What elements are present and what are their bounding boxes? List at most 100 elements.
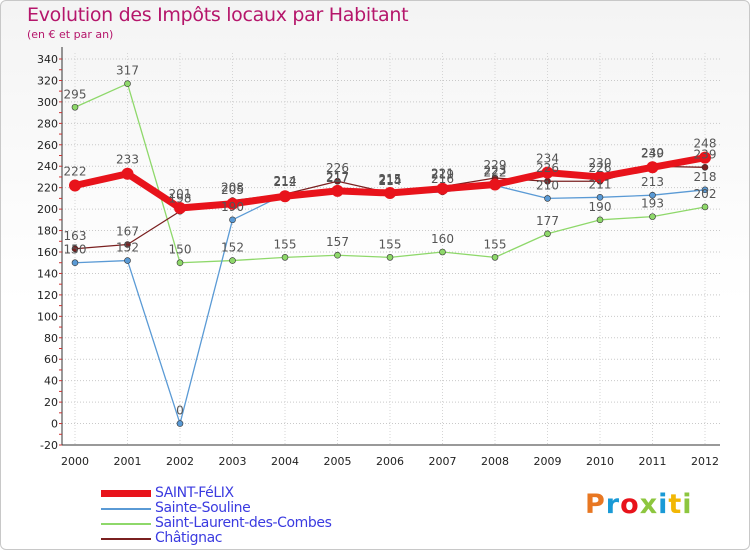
data-label: 205 <box>221 183 244 197</box>
data-point <box>649 213 656 220</box>
y-tick-label: 300 <box>37 96 58 109</box>
y-tick-label: 100 <box>37 310 58 323</box>
data-point <box>596 194 604 201</box>
data-label: 222 <box>64 165 87 179</box>
legend-item-saint-laurent: Saint-Laurent-des-Combes <box>101 515 461 531</box>
logo-letter: t <box>668 489 683 520</box>
x-tick-label: 2004 <box>271 455 299 468</box>
y-tick-label: 340 <box>37 53 58 66</box>
data-point <box>124 241 131 248</box>
data-label: 0 <box>176 404 184 418</box>
data-point <box>436 182 449 195</box>
legend-item-sainte-souline: Sainte-Souline <box>101 500 461 516</box>
data-point <box>124 80 131 87</box>
x-tick-label: 2002 <box>166 455 194 468</box>
y-tick-label: 140 <box>37 267 58 280</box>
data-label: 190 <box>589 200 612 214</box>
data-point <box>174 202 186 215</box>
data-label: 229 <box>484 158 507 172</box>
data-point <box>71 103 79 111</box>
data-label: 160 <box>431 232 454 246</box>
data-label: 214 <box>379 174 402 188</box>
y-tick-label: 120 <box>37 289 58 302</box>
data-label: 208 <box>221 181 244 195</box>
chart-subtitle: (en € et par an) <box>27 28 114 41</box>
data-label: 218 <box>694 170 717 184</box>
chart-title: Evolution des Impôts locaux par Habitant <box>27 4 409 26</box>
data-label: 226 <box>326 161 349 175</box>
x-tick-label: 2003 <box>219 455 247 468</box>
data-point <box>124 257 131 264</box>
data-point <box>384 187 396 200</box>
data-label: 216 <box>431 172 454 186</box>
data-point <box>69 179 81 192</box>
data-point <box>334 177 341 185</box>
x-tick-label: 2012 <box>691 455 719 468</box>
data-point <box>544 195 551 202</box>
y-tick-label: 200 <box>37 203 58 216</box>
logo-letter: x <box>639 489 659 520</box>
logo-letter: r <box>605 489 621 520</box>
data-point <box>334 251 341 259</box>
data-label: 212 <box>274 175 297 189</box>
legend-label: Saint-Laurent-des-Combes <box>155 515 332 531</box>
legend-label: Châtignac <box>155 530 223 546</box>
data-point <box>71 245 79 253</box>
y-tick-label: 60 <box>44 353 58 366</box>
data-point <box>229 257 236 264</box>
data-point <box>491 254 499 261</box>
data-point <box>71 259 79 267</box>
data-label: 215 <box>379 173 402 187</box>
data-label: 226 <box>589 161 612 175</box>
y-tick-label: 240 <box>37 160 58 173</box>
legend-label: SAINT-FéLIX <box>155 485 234 501</box>
data-label: 226 <box>536 161 559 175</box>
data-label: 215 <box>379 172 402 186</box>
data-point <box>226 197 239 210</box>
legend-swatch <box>101 538 151 540</box>
logo-letter: i <box>658 489 669 520</box>
data-label: 201 <box>169 187 192 201</box>
data-label: 219 <box>431 168 454 182</box>
data-label: 155 <box>274 237 297 251</box>
y-tick-label: 280 <box>37 117 58 130</box>
data-point <box>121 167 134 180</box>
x-tick-label: 2001 <box>114 455 142 468</box>
data-point <box>489 178 501 191</box>
data-label: 155 <box>484 237 507 251</box>
data-point <box>331 184 344 197</box>
data-label: 230 <box>589 156 612 170</box>
data-label: 152 <box>116 241 139 255</box>
data-label: 295 <box>64 87 87 101</box>
data-label: 198 <box>169 191 192 205</box>
data-label: 221 <box>431 167 454 181</box>
data-point <box>279 190 291 203</box>
legend-item-saint-felix: SAINT-FéLIX <box>101 485 461 501</box>
legend-item-chatignac: Châtignac <box>101 530 461 546</box>
data-label: 317 <box>116 64 139 78</box>
x-tick-label: 2007 <box>429 455 457 468</box>
y-tick-label: -20 <box>40 439 58 452</box>
data-label: 233 <box>116 153 139 167</box>
x-tick-label: 2000 <box>61 455 89 468</box>
data-point <box>544 230 551 238</box>
data-point <box>649 191 656 199</box>
data-point <box>596 216 604 224</box>
data-point <box>701 186 709 194</box>
y-tick-label: 20 <box>44 396 58 409</box>
data-label: 163 <box>64 229 87 243</box>
legend-swatch <box>101 523 151 525</box>
data-label: 234 <box>536 152 559 166</box>
data-label: 150 <box>169 243 192 257</box>
data-label: 210 <box>536 178 559 192</box>
logo-letter: i <box>682 489 693 520</box>
data-label: 239 <box>641 146 664 160</box>
y-tick-label: 260 <box>37 139 58 152</box>
data-label: 157 <box>326 235 349 249</box>
data-label: 240 <box>641 146 664 160</box>
data-point <box>541 166 554 179</box>
data-label: 177 <box>536 214 559 228</box>
data-label: 193 <box>641 197 664 211</box>
logo-letter: o <box>620 489 640 520</box>
